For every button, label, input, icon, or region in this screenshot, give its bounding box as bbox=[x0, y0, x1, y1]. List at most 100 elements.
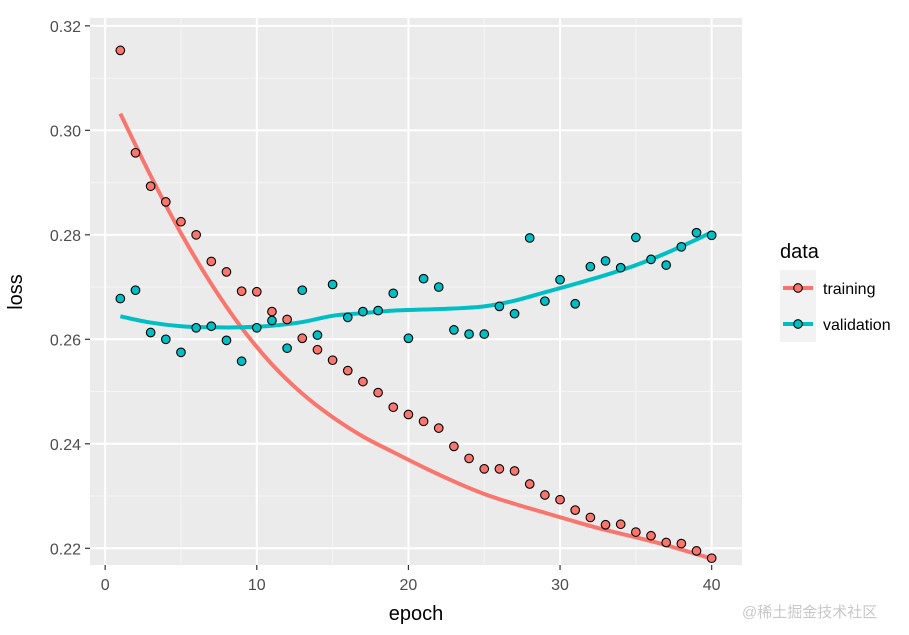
point-training bbox=[661, 537, 672, 548]
point-training bbox=[267, 306, 277, 317]
point-training bbox=[509, 466, 520, 476]
point-training bbox=[479, 464, 490, 474]
legend-label-training: training bbox=[823, 281, 875, 298]
point-validation bbox=[509, 308, 520, 319]
point-validation bbox=[282, 343, 292, 354]
point-training bbox=[600, 519, 611, 530]
point-validation bbox=[646, 254, 656, 265]
legend-label-validation: validation bbox=[823, 317, 891, 334]
point-training bbox=[236, 286, 247, 297]
point-training bbox=[191, 229, 201, 240]
point-training bbox=[615, 519, 626, 530]
point-training bbox=[358, 376, 368, 387]
x-tick-label: 10 bbox=[248, 577, 266, 594]
point-validation bbox=[206, 321, 217, 332]
point-training bbox=[160, 197, 171, 207]
point-validation bbox=[403, 333, 414, 344]
point-training bbox=[418, 416, 429, 427]
axes: 0 10 20 30 40 0.22 0.24 0.26 0.28 0.30 0.32 bbox=[50, 19, 721, 594]
smooth-lines bbox=[118, 112, 713, 561]
x-tick-label: 20 bbox=[400, 577, 418, 594]
point-validation bbox=[251, 322, 262, 333]
point-validation bbox=[570, 298, 581, 309]
point-training bbox=[145, 181, 156, 192]
panel-background bbox=[90, 18, 742, 565]
point-validation bbox=[115, 293, 126, 304]
point-validation bbox=[160, 334, 171, 345]
point-validation bbox=[706, 230, 717, 241]
point-validation bbox=[388, 288, 399, 299]
point-validation bbox=[600, 256, 611, 266]
point-training bbox=[297, 333, 308, 344]
point-validation bbox=[449, 325, 459, 335]
smooth-line-validation bbox=[119, 230, 713, 330]
y-tick-label: 0.28 bbox=[50, 228, 81, 245]
point-training bbox=[585, 512, 596, 523]
point-training bbox=[540, 490, 550, 500]
point-validation bbox=[327, 279, 338, 290]
point-training bbox=[312, 344, 323, 355]
point-validation bbox=[130, 285, 141, 296]
point-training bbox=[676, 538, 687, 549]
point-validation bbox=[312, 330, 323, 340]
point-validation bbox=[479, 329, 490, 339]
y-tick-label: 0.30 bbox=[50, 123, 81, 140]
point-training bbox=[449, 441, 459, 452]
y-tick-label: 0.22 bbox=[50, 541, 81, 558]
point-validation bbox=[464, 329, 474, 339]
point-training bbox=[388, 402, 399, 413]
point-validation bbox=[661, 260, 672, 270]
point-validation bbox=[494, 301, 505, 312]
point-validation bbox=[373, 305, 383, 316]
point-validation bbox=[267, 315, 277, 326]
point-training bbox=[115, 45, 126, 56]
point-validation bbox=[615, 262, 626, 273]
y-tick-label: 0.32 bbox=[50, 19, 81, 36]
point-training bbox=[176, 216, 186, 227]
point-validation bbox=[236, 356, 247, 367]
point-validation bbox=[145, 327, 156, 338]
point-validation bbox=[433, 282, 444, 292]
point-training bbox=[494, 464, 505, 474]
point-validation bbox=[631, 232, 641, 243]
point-validation bbox=[191, 322, 201, 333]
point-validation bbox=[676, 241, 687, 252]
x-tick-label: 0 bbox=[101, 577, 110, 594]
point-training bbox=[555, 494, 565, 505]
point-training bbox=[130, 147, 141, 158]
smooth-line-training bbox=[118, 112, 713, 561]
point-training bbox=[433, 423, 444, 433]
point-training bbox=[570, 505, 581, 515]
point-validation bbox=[176, 347, 186, 358]
point-validation bbox=[297, 285, 308, 296]
minor-gridlines bbox=[90, 18, 742, 565]
point-training bbox=[631, 527, 641, 537]
point-training bbox=[251, 286, 262, 297]
legend-key-point-validation bbox=[793, 319, 803, 329]
point-training bbox=[646, 530, 656, 541]
point-training bbox=[706, 553, 717, 564]
point-training bbox=[691, 546, 702, 556]
point-validation bbox=[418, 273, 429, 284]
y-tick-label: 0.24 bbox=[50, 437, 81, 454]
x-tick-label: 30 bbox=[551, 577, 569, 594]
legend-key-point-training bbox=[793, 283, 803, 293]
point-validation bbox=[691, 227, 702, 238]
y-axis-title: loss bbox=[5, 274, 27, 310]
point-training bbox=[464, 453, 474, 464]
point-validation bbox=[555, 274, 565, 285]
x-axis-title: epoch bbox=[389, 603, 444, 625]
watermark: @稀土掘金技术社区 bbox=[742, 604, 877, 621]
point-training bbox=[524, 479, 535, 489]
major-gridlines bbox=[90, 18, 742, 565]
point-validation bbox=[524, 233, 535, 243]
point-validation bbox=[342, 312, 353, 323]
point-validation bbox=[585, 261, 596, 272]
point-validation bbox=[540, 296, 550, 307]
legend-title: data bbox=[780, 241, 820, 263]
data-points bbox=[115, 45, 717, 564]
point-validation bbox=[221, 335, 232, 346]
point-validation bbox=[358, 306, 368, 317]
point-training bbox=[342, 365, 353, 376]
